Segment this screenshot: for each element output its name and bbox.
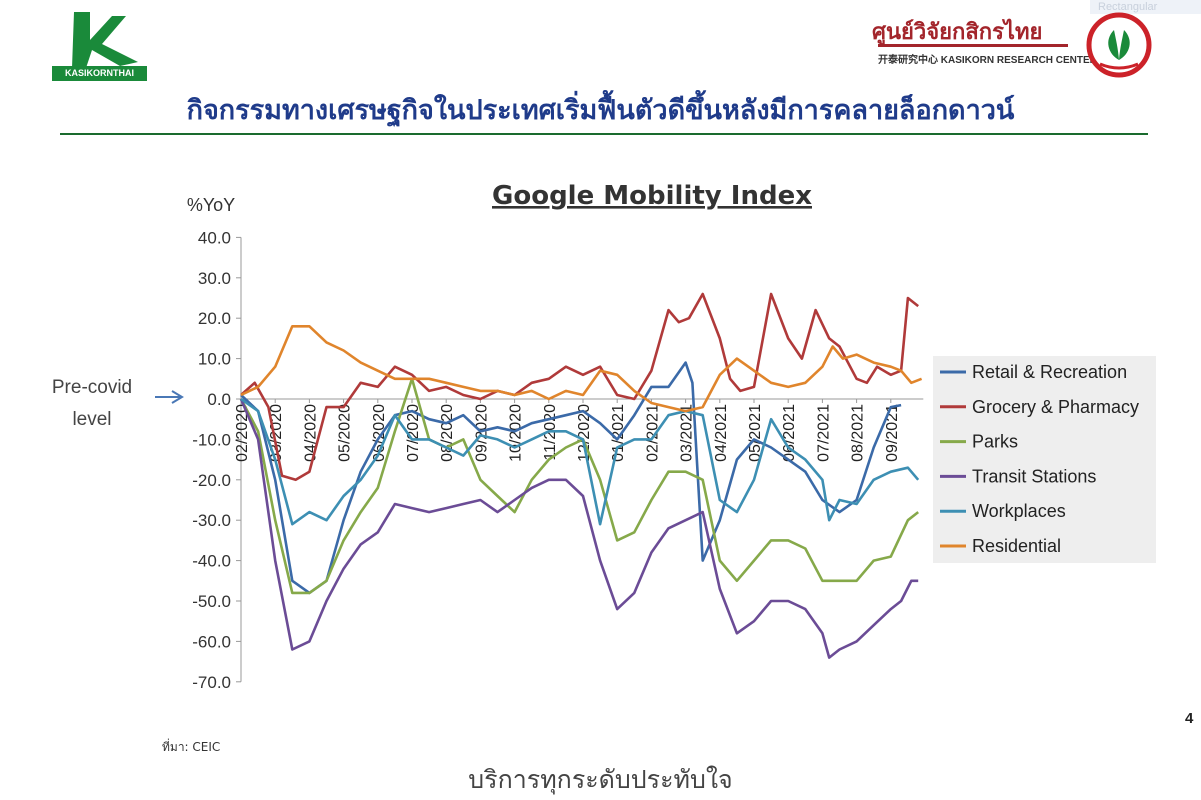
heading-divider (60, 133, 1148, 135)
y-axis-label: %YoY (187, 195, 235, 215)
precovid-pointer (155, 390, 184, 404)
x-tick-label: 09/2020 (473, 404, 490, 462)
series-line-0 (240, 361, 902, 595)
x-tick-label: 06/2021 (781, 404, 798, 462)
legend-label: Retail & Recreation (972, 362, 1127, 382)
page-heading: กิจกรรมทางเศรษฐกิจในประเทศเริ่มฟื้นตัวดี… (186, 95, 1015, 126)
kasikornthai-caption: KASIKORNTHAI (52, 66, 147, 81)
x-tick-label: 12/2020 (576, 404, 593, 462)
x-tick-label: 05/2020 (337, 404, 354, 462)
x-tick-label: 02/2020 (234, 404, 251, 462)
legend-label: Residential (972, 536, 1061, 556)
precovid-label: Pre-covid level (51, 377, 133, 430)
y-tick-label: 30.0 (198, 269, 231, 288)
y-tick-label: 40.0 (198, 228, 231, 247)
chart-title: Google Mobility Index (492, 181, 812, 211)
research-center-name-th: ศูนย์วิจัยกสิกรไทย (872, 20, 1043, 45)
axes-layer: Google Mobility Index %YoY 40.0 30.0 20.0 10.… (187, 181, 924, 692)
x-tick-label: 07/2020 (405, 404, 422, 462)
legend-label: Workplaces (972, 501, 1066, 521)
x-tick-label: 02/2021 (644, 404, 661, 462)
y-tick-label: -30.0 (192, 511, 231, 530)
legend-label: Parks (972, 432, 1018, 452)
x-tick-label: 04/2020 (302, 404, 319, 462)
y-tick-label: -10.0 (192, 430, 231, 449)
series-line-1 (240, 292, 920, 482)
x-tick-label: 04/2021 (713, 404, 730, 462)
right-arrow-icon (171, 390, 184, 404)
x-tick-label: 03/2020 (268, 404, 285, 462)
series-line-3 (239, 398, 919, 659)
research-center-rule (878, 44, 1068, 47)
x-tick-label: 08/2020 (439, 404, 456, 462)
tagline: บริการทุกระดับประทับใจ (468, 765, 733, 794)
series-line-4 (240, 397, 920, 526)
legend-box (933, 356, 1156, 563)
kasikornthai-logo-icon (72, 12, 138, 68)
research-center-logo-icon (1086, 12, 1152, 78)
series-line-5 (240, 325, 923, 413)
x-tick-label: 09/2021 (884, 404, 901, 462)
rectangular-tab: Rectangular (1090, 0, 1201, 14)
x-tick-label: 07/2021 (815, 404, 832, 462)
legend-label: Grocery & Pharmacy (972, 397, 1139, 417)
x-tick-label: 05/2021 (747, 404, 764, 462)
y-tick-label: -70.0 (192, 673, 231, 692)
x-tick-label: 03/2021 (679, 404, 696, 462)
x-tick-label: 01/2021 (610, 404, 627, 462)
y-tick-label: -60.0 (192, 632, 231, 651)
research-center-name-en: 开泰研究中心 KASIKORN RESEARCH CENTER (878, 55, 1097, 66)
y-tick-label: -20.0 (192, 471, 231, 490)
y-tick-label: 10.0 (198, 350, 231, 369)
x-tick-label: 10/2020 (508, 404, 525, 462)
y-tick-label: 0.0 (207, 390, 231, 409)
legend-layer: Retail & Recreation Grocery & Pharmacy Par… (933, 356, 1156, 563)
source-note: ที่มา: CEIC (162, 740, 221, 754)
page-number: 4 (1185, 710, 1194, 727)
y-tick-label: -40.0 (192, 552, 231, 571)
y-tick-label: 20.0 (198, 309, 231, 328)
series-layer (239, 292, 923, 659)
legend-label: Transit Stations (972, 466, 1096, 486)
x-tick-label: 08/2021 (850, 404, 867, 462)
y-tick-label: -50.0 (192, 592, 231, 611)
